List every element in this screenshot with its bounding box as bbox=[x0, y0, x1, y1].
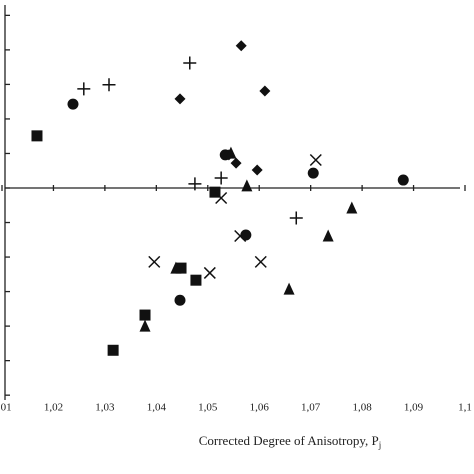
marker-cross bbox=[254, 255, 267, 268]
marker-diamond bbox=[251, 164, 263, 176]
x-tick-label: 1,05 bbox=[198, 402, 218, 414]
marker-diamond bbox=[230, 157, 242, 169]
marker-diamond bbox=[259, 85, 271, 97]
marker-plus bbox=[183, 56, 197, 70]
marker-cross bbox=[203, 266, 216, 279]
x-tick-label: 1,03 bbox=[95, 402, 115, 414]
x-axis-label-sub: j bbox=[378, 440, 382, 450]
marker-plus bbox=[289, 211, 303, 225]
marker-square bbox=[175, 262, 187, 274]
marker-triangle bbox=[170, 261, 182, 274]
x-tick-label: 1,1 bbox=[458, 402, 472, 414]
marker-square bbox=[107, 344, 119, 356]
marker-circle bbox=[67, 98, 79, 110]
x-axis-label-main: Corrected Degree of Anisotropy, P bbox=[199, 433, 379, 448]
marker-circle bbox=[174, 294, 186, 306]
marker-circle bbox=[397, 174, 409, 186]
marker-diamond bbox=[174, 93, 186, 105]
x-tick-label: 1,06 bbox=[250, 402, 270, 414]
marker-plus bbox=[102, 78, 116, 92]
marker-triangle bbox=[225, 146, 237, 159]
x-axis-label: Corrected Degree of Anisotropy, Pj bbox=[199, 433, 382, 450]
marker-plus bbox=[77, 82, 91, 96]
marker-square bbox=[139, 309, 151, 321]
x-tick-label: 1,08 bbox=[352, 402, 372, 414]
marker-triangle bbox=[139, 319, 151, 332]
marker-plus bbox=[188, 177, 202, 191]
marker-triangle bbox=[346, 201, 358, 214]
marker-plus bbox=[214, 171, 228, 185]
marker-triangle bbox=[241, 179, 253, 192]
x-tick-label: 1,04 bbox=[147, 402, 167, 414]
marker-square bbox=[190, 274, 202, 286]
marker-cross bbox=[234, 229, 247, 243]
marker-cross bbox=[215, 191, 228, 205]
marker-cross bbox=[148, 255, 161, 268]
marker-circle bbox=[307, 167, 319, 179]
x-tick-label: 1,07 bbox=[301, 402, 321, 414]
marker-square bbox=[209, 186, 221, 198]
marker-cross bbox=[309, 154, 322, 167]
marker-triangle bbox=[322, 229, 334, 242]
x-tick-label: 1,09 bbox=[404, 402, 424, 414]
marker-triangle bbox=[283, 282, 295, 295]
marker-diamond bbox=[235, 40, 247, 52]
marker-square bbox=[31, 130, 43, 142]
x-tick-label: 1,02 bbox=[44, 402, 63, 414]
x-tick-label: 1,01 bbox=[0, 402, 12, 414]
